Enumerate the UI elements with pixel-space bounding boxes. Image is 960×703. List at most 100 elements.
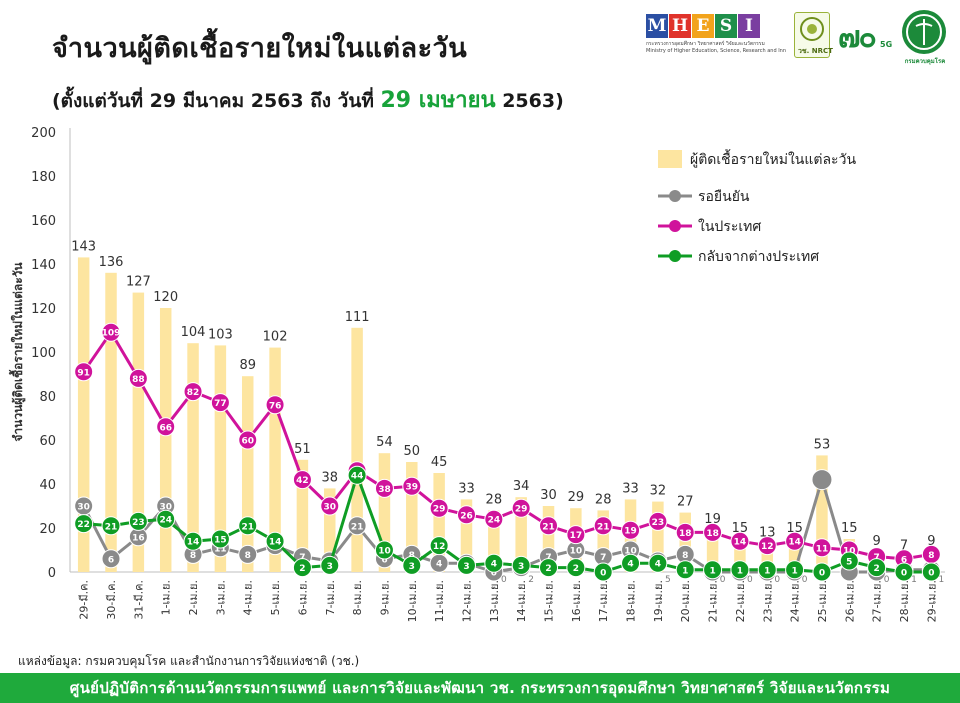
- series-point-label: 7: [874, 553, 880, 563]
- bar: [488, 510, 500, 572]
- series-point-label: 0: [928, 569, 934, 579]
- outside-point-label: 0: [802, 575, 808, 585]
- series-point: [210, 393, 230, 413]
- series-point: [812, 562, 832, 582]
- series-point: [402, 555, 422, 575]
- series-point: [292, 470, 312, 490]
- bar: [816, 455, 828, 572]
- x-tick-label: 28-เม.ย.: [898, 580, 911, 622]
- bar-value-label: 104: [181, 325, 206, 340]
- y-tick-label: 0: [48, 566, 56, 581]
- bar-value-label: 120: [153, 290, 178, 305]
- y-tick-label: 160: [31, 214, 56, 229]
- legend-label: ผู้ติดเชื้อรายใหม่ในแต่ละวัน: [690, 149, 856, 168]
- x-tick-label: 25-เม.ย.: [816, 580, 829, 622]
- series-point: [785, 531, 805, 551]
- series-point: [347, 465, 367, 485]
- series-point-label: 19: [624, 527, 637, 537]
- y-tick-label: 80: [39, 390, 56, 405]
- bar-value-label: 54: [376, 435, 393, 450]
- bar: [77, 257, 90, 572]
- series-point: [320, 496, 340, 516]
- series-point-label: 2: [874, 564, 880, 574]
- mhesi-caption-th: กระทรวงการอุดมศึกษา วิทยาศาสตร์ วิจัยและ…: [646, 41, 765, 47]
- series-point-label: 21: [542, 522, 555, 532]
- outside-point-label: 5: [665, 575, 671, 585]
- x-tick-label: 15-เม.ย.: [543, 580, 556, 622]
- legend-swatch-marker: [669, 250, 681, 262]
- bar: [515, 497, 527, 572]
- series-point-label: 82: [187, 388, 200, 398]
- bar-value-label: 143: [71, 239, 96, 254]
- series-point: [74, 514, 94, 534]
- page-title: จำนวนผู้ติดเชื้อรายใหม่ในแต่ละวัน: [52, 33, 468, 64]
- series-point-label: 11: [214, 544, 227, 554]
- mhesi-letter: S: [715, 14, 737, 38]
- series-point: [238, 516, 258, 536]
- series-point-label: 30: [324, 503, 337, 513]
- series-point-label: 29: [433, 505, 446, 515]
- series-point-label: 66: [159, 423, 172, 433]
- series-point: [511, 498, 531, 518]
- series-point-label: 14: [269, 538, 282, 548]
- series-point-label: 21: [597, 522, 610, 532]
- series-point: [894, 562, 914, 582]
- series-point-label: 23: [652, 518, 665, 528]
- nrct-label: วช. NRCT: [798, 47, 833, 55]
- bar: [734, 539, 746, 572]
- legend-swatch-marker: [669, 220, 681, 232]
- series-point-label: 26: [460, 511, 473, 521]
- outside-point-label: 0: [501, 575, 507, 585]
- x-tick-label: 3-เม.ย.: [214, 580, 227, 615]
- nrct-emblem-icon: [800, 17, 824, 41]
- bar: [105, 272, 117, 572]
- series-point-label: 42: [296, 476, 309, 486]
- bar-value-label: 32: [650, 484, 667, 499]
- series-point-label: 21: [351, 522, 364, 532]
- x-tick-label: 18-เม.ย.: [625, 580, 638, 622]
- series-point-label: 15: [214, 536, 227, 546]
- bar-value-label: 38: [321, 470, 338, 485]
- series-point-label: 39: [406, 483, 419, 493]
- bar: [324, 488, 336, 572]
- bar: [132, 292, 145, 572]
- outside-point-label: 0: [774, 575, 780, 585]
- bar: [406, 462, 418, 572]
- series-point: [757, 560, 777, 580]
- series-point: [839, 551, 859, 571]
- series-point-label: 91: [77, 368, 90, 378]
- series-point: [238, 544, 258, 564]
- footer-banner: ศูนย์ปฏิบัติการด้านนวัตกรรมการแพทย์ และก…: [0, 673, 960, 703]
- series-point-label: 4: [655, 560, 661, 570]
- series-point-label: 7: [299, 553, 305, 563]
- outside-point-label: 1: [938, 575, 944, 585]
- series-point-label: 12: [433, 542, 446, 552]
- bar-value-label: 45: [431, 455, 448, 470]
- series-point-label: 14: [734, 538, 747, 548]
- series-point-label: 23: [132, 518, 145, 528]
- x-tick-label: 31-มี.ค.: [132, 580, 145, 620]
- bar: [433, 473, 445, 572]
- series-point: [511, 555, 531, 575]
- series-point: [566, 558, 586, 578]
- x-tick-label: 9-เม.ย.: [378, 580, 391, 615]
- series-point: [730, 560, 750, 580]
- series-point-label: 21: [105, 522, 118, 532]
- x-tick-label: 29-เม.ย.: [925, 580, 938, 622]
- series-point-label: 0: [901, 569, 907, 579]
- x-tick-label: 23-เม.ย.: [761, 580, 774, 622]
- subtitle-suffix: 2563): [502, 90, 564, 112]
- bar: [460, 499, 473, 572]
- series-point: [374, 478, 394, 498]
- series-point: [811, 469, 833, 491]
- legend-label: กลับจากต่างประเทศ: [698, 249, 819, 265]
- series-point-label: 6: [901, 555, 907, 565]
- y-tick-label: 60: [39, 434, 56, 449]
- series-point-label: 11: [816, 544, 829, 554]
- bar-value-label: 136: [99, 255, 124, 270]
- y-tick-label: 100: [31, 346, 56, 361]
- series-point: [566, 525, 586, 545]
- bar-value-label: 111: [345, 310, 370, 325]
- series-point: [101, 549, 121, 569]
